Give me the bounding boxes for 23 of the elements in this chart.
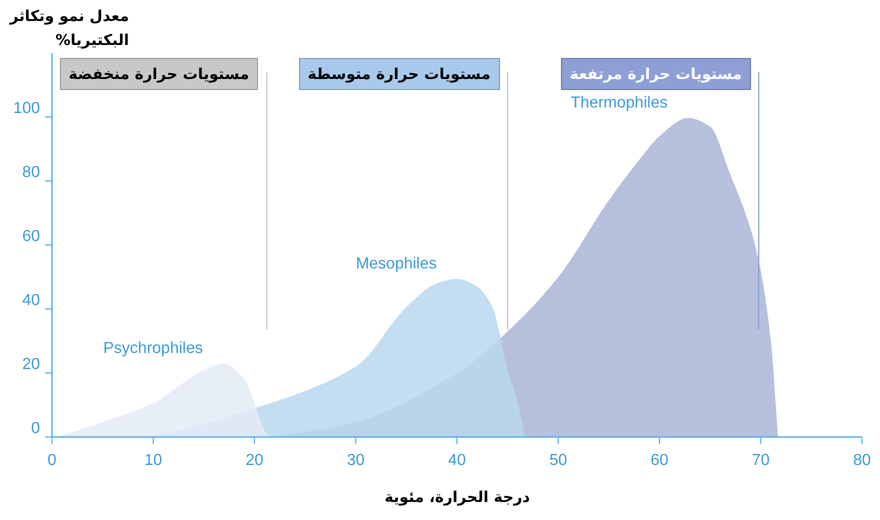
x-tick-label: 40 — [448, 452, 466, 469]
ref-line-label: مستويات حرارة مرتفعة — [560, 58, 751, 90]
ref-line-label: مستويات حرارة منخفضة — [60, 58, 258, 90]
y-tick-label: 0 — [31, 420, 40, 437]
x-tick-label: 0 — [48, 452, 57, 469]
y-tick-label: 60 — [22, 228, 40, 245]
x-tick-label: 70 — [752, 452, 770, 469]
y-axis-title: معدل نمو وتكاثر البكتيريا% — [8, 6, 129, 51]
series-label: Psychrophiles — [103, 340, 203, 357]
x-tick-label: 30 — [346, 452, 365, 469]
x-tick-label: 10 — [144, 452, 162, 469]
y-tick-label: 20 — [22, 356, 40, 373]
x-tick-label: 80 — [853, 452, 871, 469]
x-tick-label: 20 — [246, 452, 264, 469]
x-tick-label: 60 — [650, 452, 668, 469]
y-tick-label: 100 — [13, 100, 40, 117]
y-tick-label: 80 — [22, 164, 40, 181]
series-label: Mesophiles — [356, 256, 437, 273]
x-axis-title: درجة الحرارة، مئوية — [384, 488, 530, 506]
series-label: Thermophiles — [570, 94, 668, 112]
ref-line-label: مستويات حرارة متوسطة — [298, 58, 500, 90]
x-tick-label: 50 — [549, 452, 568, 469]
y-tick-label: 40 — [22, 292, 40, 309]
